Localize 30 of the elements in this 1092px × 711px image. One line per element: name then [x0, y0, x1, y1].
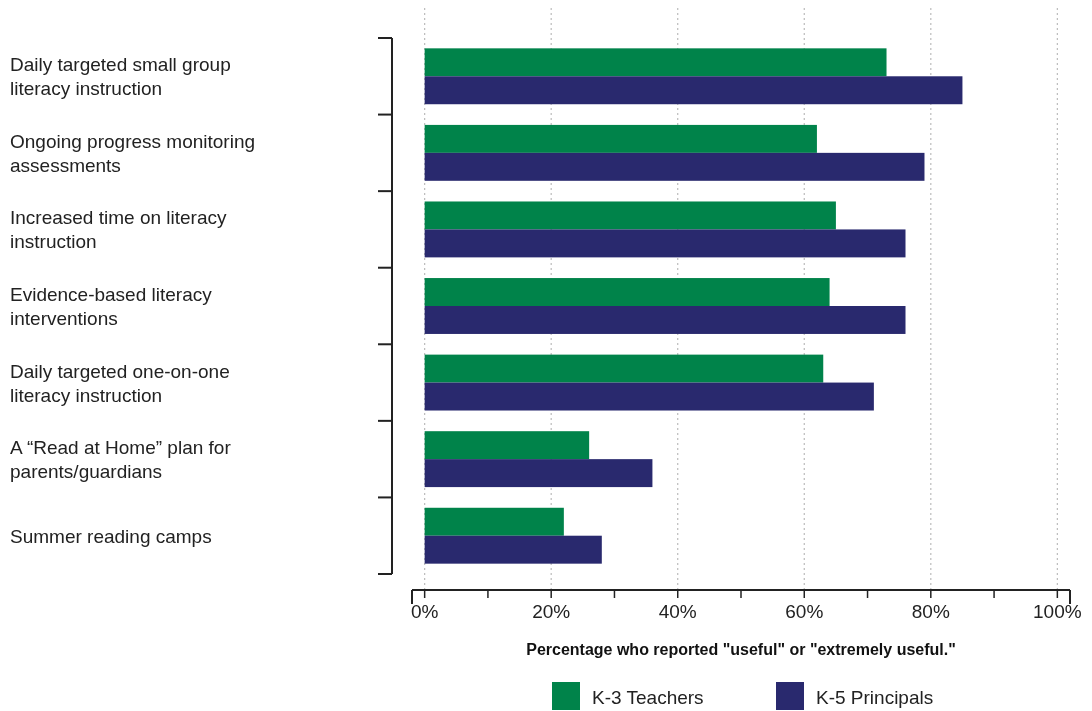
y-tick-label: Daily targeted one-on-one literacy instruction: [10, 360, 230, 406]
bar: [424, 229, 906, 258]
bar: [424, 76, 963, 105]
y-tick-label: Increased time on literacy instruction: [10, 207, 227, 253]
bar: [424, 535, 602, 564]
legend-label: K-3 Teachers: [592, 686, 704, 708]
x-tick-label: 60%: [785, 601, 824, 622]
y-tick-label: Ongoing progress monitoring assessments: [10, 130, 256, 176]
bar: [424, 124, 817, 153]
bar: [424, 507, 564, 536]
bar: [424, 459, 653, 488]
bar: [424, 48, 887, 77]
y-tick-label: Daily targeted small group literacy instruction: [10, 54, 231, 100]
y-tick-label: A “Read at Home” plan for parents/guardians: [10, 437, 232, 483]
bar: [424, 306, 906, 334]
x-tick-label: 80%: [911, 601, 950, 622]
bar: [424, 278, 830, 306]
bar: [424, 152, 925, 181]
x-tick-label: 20%: [532, 601, 571, 622]
x-axis-title: Percentage who reported "useful" or "extremely useful.": [526, 641, 956, 658]
x-tick-label: 100%: [1033, 601, 1082, 622]
bar: [424, 354, 824, 383]
y-tick-label: Summer reading camps: [10, 525, 212, 547]
x-tick-label: 40%: [658, 601, 697, 622]
bar: [424, 201, 836, 230]
y-tick-label: Evidence-based literacy interventions: [10, 284, 213, 329]
bar: [424, 382, 874, 411]
x-tick-label: 0%: [410, 601, 439, 622]
bar: [424, 431, 590, 460]
legend-label: K-5 Principals: [816, 686, 934, 708]
